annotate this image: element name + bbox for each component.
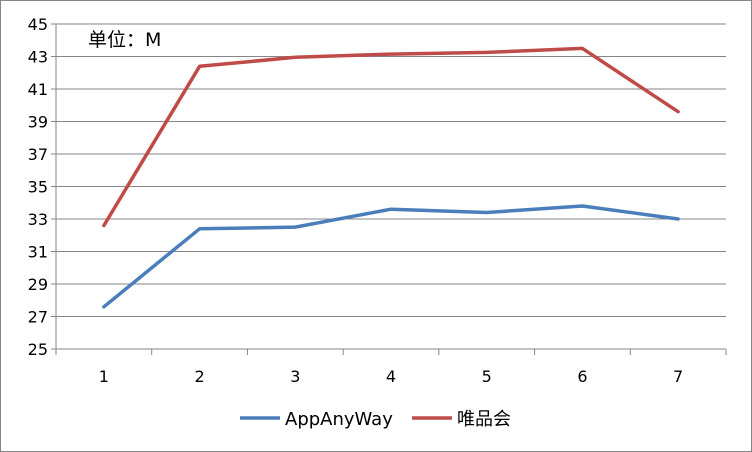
y-tick-label: 43 — [28, 48, 48, 67]
x-tick-label: 4 — [386, 367, 396, 386]
y-tick-label: 33 — [28, 210, 48, 229]
y-tick-label: 45 — [28, 15, 48, 34]
y-tick-label: 39 — [28, 113, 48, 132]
y-tick-label: 27 — [28, 308, 48, 327]
unit-note: 单位：M — [88, 29, 161, 51]
legend-label: AppAnyWay — [285, 409, 393, 430]
y-tick-label: 41 — [28, 80, 48, 99]
y-tick-label: 35 — [28, 178, 48, 197]
x-tick-label: 1 — [99, 367, 109, 386]
legend: AppAnyWay 唯品会 — [240, 409, 511, 430]
y-tick-label: 37 — [28, 145, 48, 164]
x-tick-label: 3 — [290, 367, 300, 386]
series-line-1 — [102, 46, 680, 228]
series-line-0 — [102, 204, 680, 309]
x-axis-ticks: 1 2 3 4 5 6 7 — [55, 349, 727, 386]
legend-label: 唯品会 — [457, 409, 511, 430]
y-axis-ticks: 25 27 29 31 33 35 37 39 41 43 45 — [28, 15, 56, 359]
y-tick-label: 25 — [28, 340, 48, 359]
x-tick-label: 2 — [194, 367, 204, 386]
y-tick-label: 31 — [28, 243, 48, 262]
gridlines — [56, 23, 726, 317]
y-tick-label: 29 — [28, 275, 48, 294]
x-tick-label: 6 — [577, 367, 587, 386]
x-tick-label: 5 — [482, 367, 492, 386]
series-lines — [102, 46, 680, 309]
x-tick-label: 7 — [673, 367, 683, 386]
